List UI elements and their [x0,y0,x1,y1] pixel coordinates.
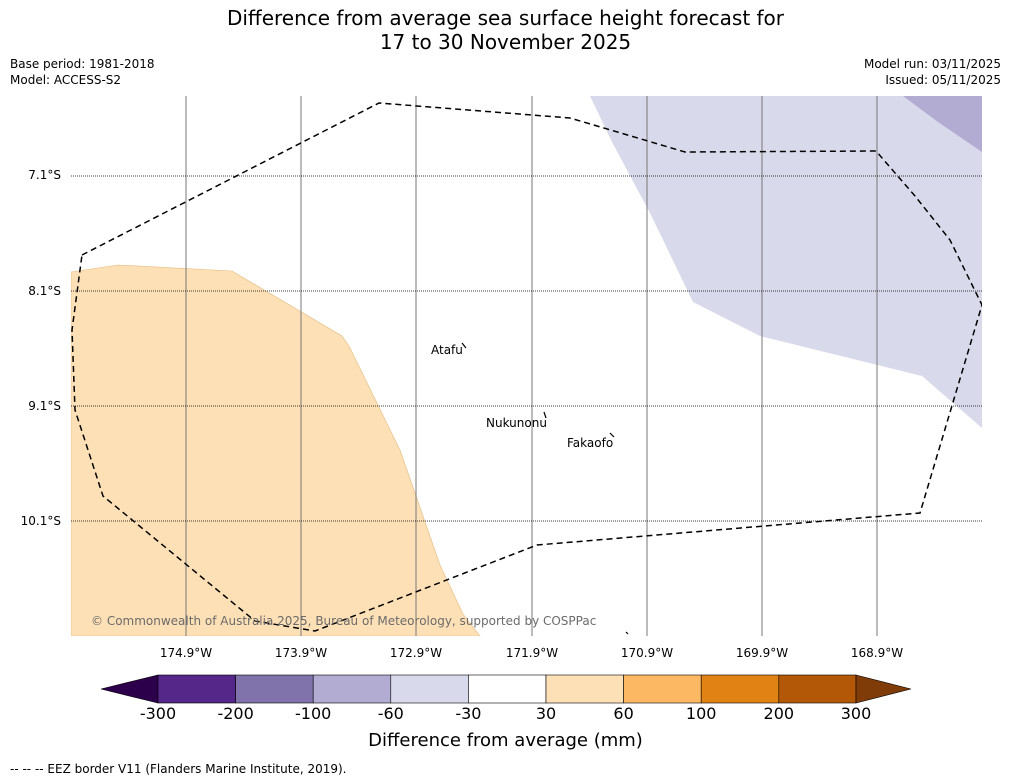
lat-label: 8.1°S [28,284,61,298]
colorbar-segment-8 [700,674,780,704]
anomaly-region-negative-light [590,96,982,428]
anomaly-region-negative-medium [903,96,982,152]
lat-label: 9.1°S [28,399,61,413]
colorbar-tick: 200 [763,704,795,723]
colorbar [100,674,912,704]
colorbar-tick: -60 [377,704,404,723]
place-label-atafu: Atafu [431,343,463,357]
eez-legend-note: -- -- -- EEZ border V11 (Flanders Marine… [10,762,347,776]
lon-label: 168.9°W [850,646,904,660]
place-label-nukunonu: Nukunonu [486,416,547,430]
lat-label: 10.1°S [20,514,61,528]
atafu-island-mark [461,342,467,349]
lon-label: 170.9°W [620,646,674,660]
model-run: Model run: 03/11/2025 [863,57,1001,71]
lon-label: 172.9°W [389,646,443,660]
title-line-1: Difference from average sea surface heig… [226,6,785,30]
colorbar-extend-high [855,674,912,704]
island-marks [461,342,629,635]
title-line-2: 17 to 30 November 2025 [379,30,632,54]
colorbar-tick: -100 [295,704,332,723]
colorbar-segment-3 [312,674,392,704]
colorbar-segment-7 [623,674,702,704]
colorbar-tick: 100 [685,704,717,723]
map-title: Difference from average sea surface heig… [0,6,1011,54]
colorbar-tick: 300 [840,704,872,723]
colorbar-tick: 60 [613,704,634,723]
colorbar-segment-5 [468,674,547,704]
meta-left: Base period: 1981-2018 Model: ACCESS-S2 [10,56,155,88]
copyright-notice: © Commonwealth of Australia 2025, Bureau… [91,614,597,628]
lon-label: 173.9°W [274,646,328,660]
anomaly-region-positive [71,264,481,636]
meta-right: Model run: 03/11/2025 Issued: 05/11/2025 [864,56,1001,88]
model-name: Model: ACCESS-S2 [10,73,122,87]
base-period: Base period: 1981-2018 [10,57,155,71]
eez-border [71,102,982,632]
colorbar-title: Difference from average (mm) [368,730,643,751]
lon-label: 171.9°W [505,646,559,660]
nukunonu-island-mark [543,411,547,419]
colorbar-tick: -200 [217,704,254,723]
issued-date: Issued: 05/11/2025 [885,73,1001,87]
colorbar-segment-4 [390,674,469,704]
colorbar-segment-2 [235,674,314,704]
colorbar-extend-low [100,674,159,704]
colorbar-tick: -300 [139,704,177,723]
colorbar-segment-6 [545,674,624,704]
lon-label: 174.9°W [159,646,213,660]
colorbar-segment-1 [157,674,236,704]
swains-island-mark [625,631,629,635]
lat-label: 7.1°S [28,168,61,182]
map-area [71,96,982,636]
lon-label: 169.9°W [735,646,789,660]
colorbar-tick: 30 [535,704,557,723]
colorbar-tick: -30 [455,704,482,723]
place-label-fakaofo: Fakaofo [567,436,614,450]
fakaofo-island-mark [609,432,615,438]
colorbar-segment-9 [778,674,857,704]
longitude-gridlines [185,96,878,636]
